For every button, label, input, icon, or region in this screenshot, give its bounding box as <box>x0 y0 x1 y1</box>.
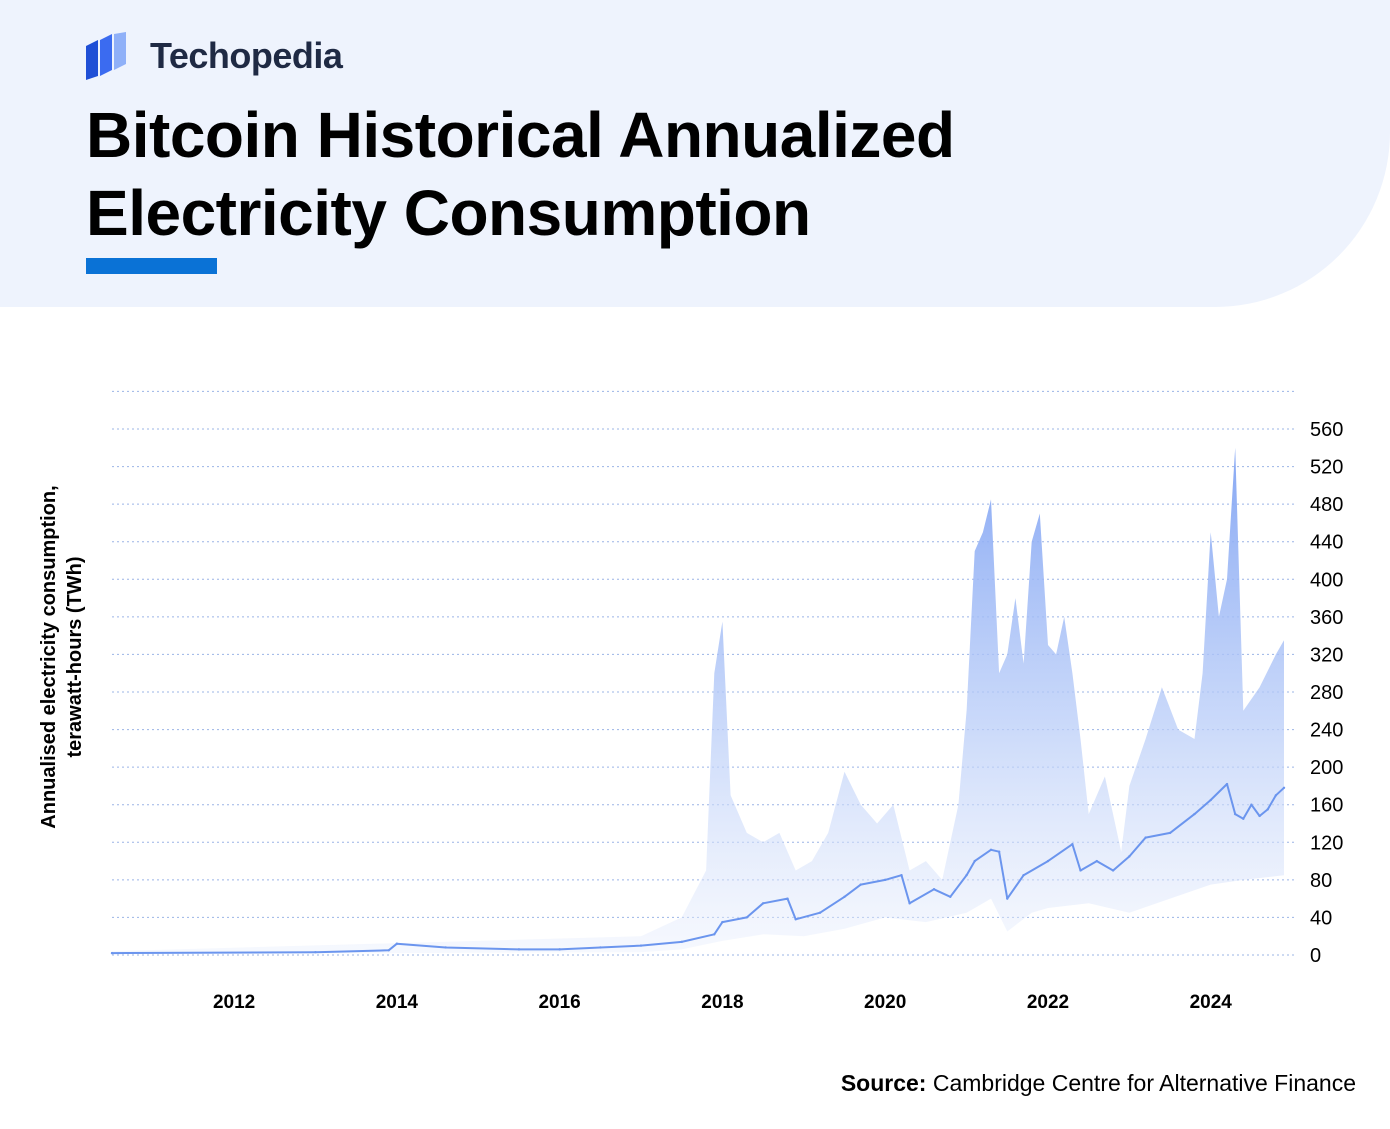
estimate-point-41 <box>1233 812 1237 816</box>
y-tick-label-240: 240 <box>1310 720 1343 742</box>
y-tick-label-440: 440 <box>1310 532 1343 554</box>
page-title: Bitcoin Historical Annualized Electricit… <box>86 96 1186 252</box>
x-tick-label-2020: 2020 <box>864 992 906 1013</box>
source-note: Source: Cambridge Centre for Alternative… <box>841 1070 1356 1097</box>
y-tick-label-360: 360 <box>1310 607 1343 629</box>
estimate-point-31 <box>1071 842 1074 846</box>
brand-name: Techopedia <box>150 35 343 76</box>
estimate-point-40 <box>1225 782 1229 786</box>
y-tick-label-400: 400 <box>1310 569 1343 591</box>
y-tick-label-120: 120 <box>1310 832 1343 854</box>
estimate-point-36 <box>1144 836 1147 839</box>
estimate-point-33 <box>1095 859 1099 863</box>
estimate-point-21 <box>908 902 911 905</box>
estimate-point-43 <box>1250 803 1253 806</box>
y-tick-label-0: 0 <box>1310 945 1321 967</box>
x-tick-label-2022: 2022 <box>1027 992 1069 1013</box>
x-tick-label-2018: 2018 <box>701 992 743 1013</box>
source-label: Source: <box>840 1070 927 1096</box>
y-tick-label-560: 560 <box>1310 419 1343 441</box>
estimate-point-20 <box>900 873 903 877</box>
y-tick-label-200: 200 <box>1310 757 1343 779</box>
estimate-point-15 <box>794 918 797 921</box>
estimate-point-32 <box>1079 869 1082 872</box>
estimate-point-8 <box>639 944 643 947</box>
y-tick-label-40: 40 <box>1310 907 1332 929</box>
estimate-point-0 <box>110 951 114 955</box>
header-background <box>0 0 1390 307</box>
estimate-point-45 <box>1266 808 1269 811</box>
estimate-point-23 <box>949 895 952 898</box>
estimate-point-3 <box>395 942 399 945</box>
estimate-point-27 <box>997 850 1001 853</box>
estimate-point-19 <box>883 878 887 882</box>
estimate-point-7 <box>599 946 602 949</box>
title-line-1: Bitcoin Historical Annualized <box>86 99 955 171</box>
estimate-point-34 <box>1111 869 1115 872</box>
estimate-point-39 <box>1209 798 1212 802</box>
estimate-point-26 <box>989 848 993 851</box>
y-tick-label-280: 280 <box>1310 682 1343 704</box>
estimate-point-12 <box>745 916 749 919</box>
upper-lower-range-band <box>112 447 1284 955</box>
estimate-series-line <box>111 783 1285 955</box>
estimate-point-16 <box>818 911 822 914</box>
estimate-point-35 <box>1128 855 1131 858</box>
estimate-point-13 <box>761 902 765 905</box>
y-tick-label-320: 320 <box>1310 644 1343 666</box>
estimate-point-17 <box>843 895 846 898</box>
estimate-point-14 <box>786 897 789 900</box>
y-tick-label-520: 520 <box>1310 457 1343 479</box>
brand-logo: Techopedia <box>86 32 343 80</box>
estimate-point-4 <box>444 946 447 949</box>
estimate-point-44 <box>1258 814 1261 818</box>
estimate-point-47 <box>1282 786 1286 790</box>
estimate-point-29 <box>1022 873 1025 877</box>
estimate-point-46 <box>1274 794 1278 797</box>
x-tick-label-2016: 2016 <box>538 992 580 1013</box>
estimate-point-30 <box>1046 859 1050 863</box>
estimate-point-25 <box>973 859 976 863</box>
estimate-point-22 <box>932 888 936 891</box>
y-tick-label-80: 80 <box>1310 870 1332 892</box>
estimate-point-2 <box>387 949 390 952</box>
x-tick-label-2012: 2012 <box>213 992 255 1013</box>
x-tick-label-2014: 2014 <box>376 992 419 1013</box>
estimate-point-1 <box>314 950 317 954</box>
estimate-point-9 <box>680 940 683 944</box>
estimate-point-5 <box>517 948 521 951</box>
y-tick-label-480: 480 <box>1310 494 1343 516</box>
estimate-point-10 <box>713 933 716 936</box>
estimate-point-6 <box>558 948 561 951</box>
estimate-point-11 <box>721 920 724 924</box>
stacked-panels-logo-icon <box>86 32 126 80</box>
estimate-point-28 <box>1006 897 1009 900</box>
estimate-point-18 <box>859 883 862 886</box>
source-text: Cambridge Centre for Alternative Finance <box>932 1070 1356 1096</box>
estimate-point-24 <box>965 873 968 877</box>
estimate-point-38 <box>1193 812 1196 816</box>
title-line-2: Electricity Consumption <box>86 177 811 249</box>
title-accent-bar <box>86 258 217 274</box>
x-tick-label-2024: 2024 <box>1190 992 1233 1013</box>
estimate-point-42 <box>1242 817 1245 821</box>
y-tick-label-160: 160 <box>1310 795 1343 817</box>
estimate-point-37 <box>1168 831 1172 835</box>
